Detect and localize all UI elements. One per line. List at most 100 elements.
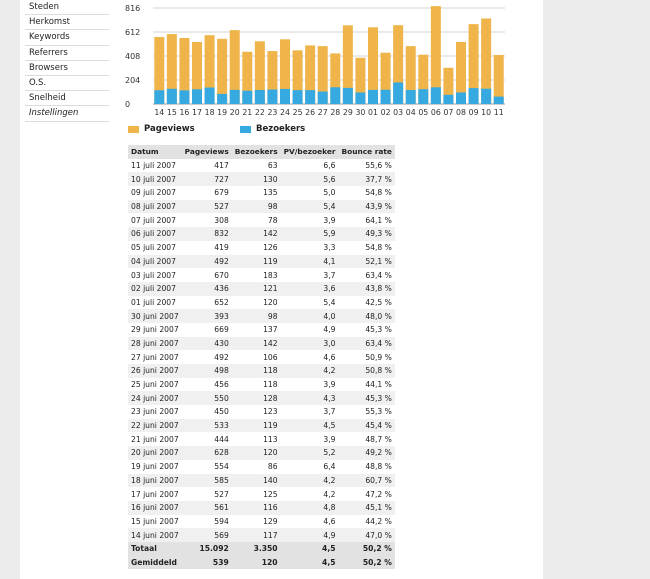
cell-date: 17 juni 2007 — [128, 487, 182, 501]
sidebar-menu: Steden Herkomst Keywords Referrers Brows… — [25, 0, 109, 122]
x-tick-label: 06 — [431, 108, 441, 117]
cell-visitors: 106 — [231, 350, 281, 364]
bar-pageviews — [456, 42, 466, 104]
cell-date: 30 juni 2007 — [128, 309, 182, 323]
table-row: 06 juli 2007 832 142 5,9 49,3 % — [128, 227, 395, 241]
bar-bezoekers — [204, 87, 215, 104]
cell-date: 01 juli 2007 — [128, 295, 182, 310]
total-pageviews: 15.092 — [181, 541, 232, 556]
menu-item-os[interactable]: O.S. — [25, 76, 109, 92]
cell-pageviews: 444 — [181, 432, 232, 447]
cell-date: 10 juli 2007 — [128, 172, 182, 187]
table-row: 11 juli 2007 417 63 6,6 55,6 % — [128, 158, 395, 173]
cell-pageviews: 727 — [181, 172, 232, 187]
menu-item-snelheid[interactable]: Snelheid — [25, 91, 109, 107]
cell-pageviews: 832 — [181, 227, 232, 241]
x-tick-label: 03 — [393, 108, 403, 117]
cell-bounce: 52,1 % — [338, 254, 395, 269]
cell-pageviews: 669 — [181, 322, 232, 337]
table-row: 08 juli 2007 527 98 5,4 43,9 % — [128, 199, 395, 214]
table-row: 29 juni 2007 669 137 4,9 45,3 % — [128, 322, 395, 337]
cell-date: 15 juni 2007 — [128, 514, 182, 529]
col-header-bounce[interactable]: Bounce rate — [338, 145, 395, 159]
bar-pageviews — [305, 45, 316, 104]
bar-bezoekers — [493, 96, 504, 104]
cell-bounce: 44,1 % — [338, 377, 395, 392]
bar-pageviews — [405, 46, 416, 104]
col-header-date[interactable]: Datum — [128, 145, 182, 159]
cell-visitors: 123 — [231, 405, 281, 419]
col-header-visitors[interactable]: Bezoekers — [231, 145, 281, 159]
cell-visitors: 125 — [231, 487, 281, 501]
cell-bounce: 49,3 % — [338, 227, 395, 241]
legend-bezoekers: Bezoekers — [240, 124, 305, 134]
cell-bounce: 45,4 % — [338, 418, 395, 433]
menu-item-keywords[interactable]: Keywords — [25, 30, 109, 46]
legend-swatch-pageviews — [128, 125, 139, 133]
cell-visitors: 119 — [231, 418, 281, 433]
x-tick-label: 30 — [355, 108, 365, 117]
cell-date: 19 juni 2007 — [128, 459, 182, 474]
cell-bounce: 45,3 % — [338, 391, 395, 406]
cell-date: 20 juni 2007 — [128, 446, 182, 460]
x-tick-label: 18 — [205, 108, 215, 117]
cell-pv: 4,3 — [280, 391, 339, 406]
cell-pageviews: 430 — [181, 336, 232, 351]
cell-date: 23 juni 2007 — [128, 405, 182, 419]
bar-bezoekers — [368, 89, 378, 104]
bar-bezoekers — [456, 92, 466, 104]
cell-pageviews: 308 — [181, 213, 232, 228]
cell-pageviews: 393 — [181, 309, 232, 323]
cell-visitors: 183 — [231, 268, 281, 282]
bar-bezoekers — [418, 89, 429, 104]
cell-bounce: 54,8 % — [338, 186, 395, 200]
col-header-pageviews[interactable]: Pageviews — [181, 145, 232, 159]
cell-pv: 4,2 — [280, 487, 339, 501]
bar-bezoekers — [254, 90, 265, 104]
total-label: Totaal — [128, 541, 182, 556]
menu-item-steden[interactable]: Steden — [25, 0, 109, 16]
menu-item-herkomst[interactable]: Herkomst — [25, 15, 109, 31]
cell-pv: 3,9 — [280, 213, 339, 228]
cell-visitors: 142 — [231, 227, 281, 241]
col-header-pv[interactable]: PV/bezoeker — [280, 145, 339, 159]
cell-pv: 5,4 — [280, 199, 339, 214]
menu-item-browsers[interactable]: Browsers — [25, 61, 109, 76]
x-tick-label: 08 — [456, 108, 466, 117]
bar-pageviews — [242, 51, 253, 104]
cell-bounce: 48,7 % — [338, 432, 395, 447]
bar-bezoekers — [380, 89, 391, 104]
x-tick-label: 10 — [481, 108, 491, 117]
cell-pageviews: 670 — [181, 268, 232, 282]
x-tick-label: 02 — [381, 108, 391, 117]
cell-date: 16 juni 2007 — [128, 500, 182, 515]
cell-visitors: 98 — [231, 199, 281, 214]
table-row: 17 juni 2007 527 125 4,2 47,2 % — [128, 487, 395, 501]
x-tick-label: 09 — [469, 108, 479, 117]
cell-visitors: 128 — [231, 391, 281, 406]
bar-pageviews — [204, 35, 215, 105]
x-tick-label: 15 — [167, 108, 177, 117]
bar-bezoekers — [267, 89, 278, 104]
bar-bezoekers — [468, 88, 479, 104]
table-row: 23 juni 2007 450 123 3,7 55,3 % — [128, 405, 395, 419]
cell-pageviews: 417 — [181, 158, 232, 173]
cell-visitors: 78 — [231, 213, 281, 228]
x-tick-label: 04 — [406, 108, 416, 117]
bar-bezoekers — [443, 94, 454, 104]
cell-date: 22 juni 2007 — [128, 418, 182, 433]
cell-date: 07 juli 2007 — [128, 213, 182, 228]
cell-pageviews: 450 — [181, 405, 232, 419]
cell-pageviews: 492 — [181, 350, 232, 364]
cell-pv: 4,8 — [280, 500, 339, 515]
bar-bezoekers — [393, 82, 404, 104]
cell-pv: 4,9 — [280, 528, 339, 542]
legend-label-bezoekers: Bezoekers — [256, 124, 306, 134]
bar-pageviews — [355, 57, 366, 104]
bar-pageviews — [217, 38, 228, 104]
menu-item-instellingen[interactable]: Instellingen — [25, 106, 109, 122]
cell-pageviews: 554 — [181, 459, 232, 474]
menu-item-referrers[interactable]: Referrers — [25, 46, 109, 61]
bar-pageviews — [317, 46, 328, 104]
cell-pageviews: 550 — [181, 391, 232, 406]
